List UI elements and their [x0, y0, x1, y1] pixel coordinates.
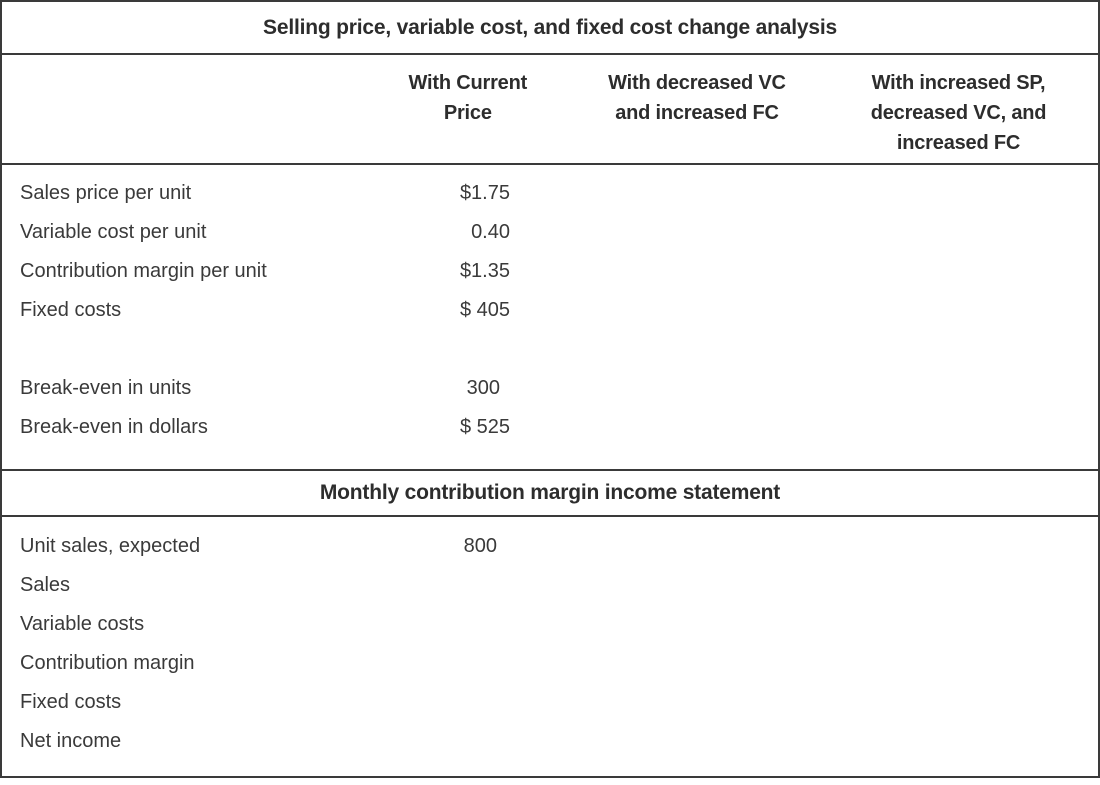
table-row: Fixed costs $ 405 — [2, 291, 1098, 330]
section1-title: Selling price, variable cost, and fixed … — [2, 2, 1098, 55]
table-row: Variable costs — [2, 605, 1098, 644]
column-header-line: With decreased VC — [608, 72, 786, 94]
table-row: Contribution margin per unit $1.35 — [2, 252, 1098, 291]
row-label: Unit sales, expected — [20, 535, 201, 557]
table-row: Variable cost per unit 0.40 — [2, 213, 1098, 252]
column-header-current-price: With Current Price — [361, 55, 575, 163]
table-row: Unit sales, expected 800 — [2, 527, 1098, 566]
row-value: 0.40 — [471, 221, 510, 243]
row-value: $1.75 — [459, 182, 510, 204]
column-header-row: With Current Price With decreased VC and… — [2, 55, 1098, 165]
table-row: Net income — [2, 722, 1098, 761]
row-label: Fixed costs — [20, 691, 122, 713]
column-header-line: Price — [443, 102, 492, 124]
table-row: Sales price per unit $1.75 — [2, 174, 1098, 213]
row-label: Variable costs — [20, 613, 145, 635]
row-label: Variable cost per unit — [20, 221, 207, 243]
column-header-empty — [2, 55, 361, 163]
row-label: Break-even in units — [20, 377, 192, 399]
column-header-increased-sp: With increased SP, decreased VC, and inc… — [819, 55, 1098, 163]
column-header-line: decreased VC, and — [870, 102, 1047, 124]
row-value: $ 405 — [459, 299, 510, 321]
row-value: $1.35 — [459, 260, 510, 282]
table-row: Sales — [2, 566, 1098, 605]
table-row-blank — [2, 330, 1098, 369]
section1-rows: Sales price per unit $1.75 Variable cost… — [2, 165, 1098, 469]
section2-rows: Unit sales, expected 800 Sales Variable … — [2, 517, 1098, 785]
row-label: Break-even in dollars — [20, 416, 208, 438]
row-label: Contribution margin — [20, 652, 195, 674]
column-header-line: increased FC — [896, 132, 1021, 154]
row-value: 800 — [463, 535, 497, 557]
column-header-line: and increased FC — [615, 102, 779, 124]
row-label: Contribution margin per unit — [20, 260, 267, 282]
row-label: Sales — [20, 574, 71, 596]
table-row: Break-even in dollars $ 525 — [2, 408, 1098, 447]
row-label: Sales price per unit — [20, 182, 192, 204]
table-row: Fixed costs — [2, 683, 1098, 722]
table-row: Break-even in units 300 — [2, 369, 1098, 408]
section2-title: Monthly contribution margin income state… — [2, 469, 1098, 517]
row-label: Fixed costs — [20, 299, 122, 321]
column-header-line: With increased SP, — [871, 72, 1046, 94]
column-header-decreased-vc: With decreased VC and increased FC — [575, 55, 819, 163]
row-value: $ 525 — [459, 416, 510, 438]
row-value: 300 — [466, 377, 500, 399]
table-row: Contribution margin — [2, 644, 1098, 683]
row-label: Net income — [20, 730, 122, 752]
column-header-line: With Current — [408, 72, 528, 94]
